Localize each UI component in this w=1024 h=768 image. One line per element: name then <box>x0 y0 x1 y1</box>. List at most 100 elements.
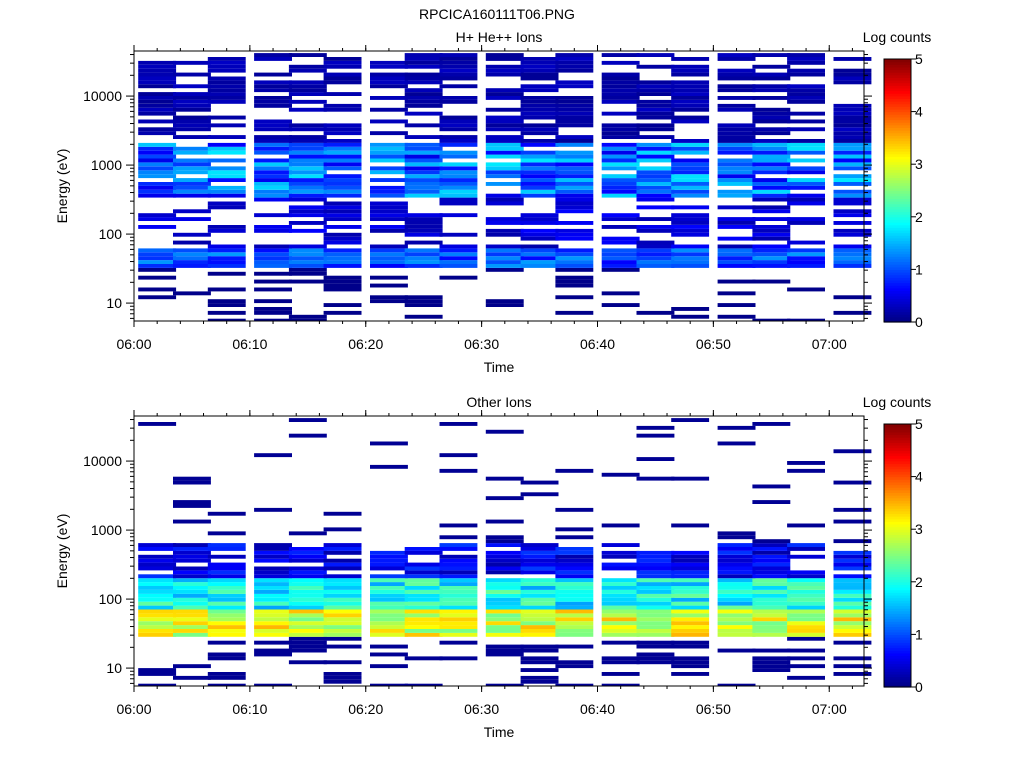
colorbar-segment <box>884 293 911 297</box>
x-tick-label: 06:20 <box>348 336 383 352</box>
colorbar-segment <box>884 193 911 197</box>
heatmap-cell <box>138 264 177 268</box>
heatmap-cell <box>323 64 362 69</box>
heatmap-cell <box>752 570 791 575</box>
heatmap-cell <box>323 675 362 680</box>
heatmap-cell <box>404 99 443 104</box>
heatmap-cell <box>138 142 177 147</box>
heatmap-cell <box>439 252 478 257</box>
heatmap-cell <box>555 260 594 264</box>
heatmap-cell <box>717 96 756 100</box>
heatmap-cell <box>485 154 524 159</box>
heatmap-cell <box>752 166 791 171</box>
colorbar-segment <box>884 518 911 522</box>
x-axis-label: Time <box>484 359 515 375</box>
heatmap-cell <box>671 260 710 264</box>
heatmap-cell <box>138 248 177 253</box>
heatmap-cell <box>439 142 478 147</box>
heatmap-cell <box>138 605 177 610</box>
heatmap-cell <box>207 68 246 73</box>
heatmap-cells <box>138 53 872 321</box>
heatmap-cell <box>833 256 872 261</box>
heatmap-cell <box>138 252 177 257</box>
colorbar-segment <box>884 174 911 178</box>
heatmap-cell <box>601 601 640 606</box>
heatmap-cell <box>752 96 791 100</box>
heatmap-cell <box>671 601 710 606</box>
heatmap-cell <box>752 111 791 116</box>
heatmap-cell <box>370 554 408 559</box>
heatmap-cell <box>254 586 292 590</box>
heatmap-cell <box>555 283 594 288</box>
heatmap-cell <box>207 142 246 147</box>
heatmap-cell <box>370 248 408 253</box>
heatmap-cell <box>833 72 872 77</box>
colorbar-segment <box>884 266 911 270</box>
heatmap-cell <box>833 193 872 198</box>
heatmap-cell <box>485 586 524 590</box>
heatmap-cell <box>833 609 872 614</box>
heatmap-cell <box>207 228 246 233</box>
heatmap-cell <box>323 225 362 229</box>
heatmap-cell <box>485 115 524 120</box>
heatmap-cell <box>323 131 362 136</box>
heatmap-cell <box>138 154 177 159</box>
heatmap-cell <box>288 566 327 571</box>
colorbar-segment <box>884 114 911 118</box>
heatmap-cell <box>207 287 246 292</box>
heatmap-cell <box>555 123 594 128</box>
heatmap-cell <box>717 550 756 555</box>
heatmap-cell <box>138 60 177 65</box>
heatmap-cell <box>323 150 362 155</box>
heatmap-cell <box>671 150 710 155</box>
colorbar-segment <box>884 637 911 641</box>
heatmap-cell <box>833 578 872 583</box>
heatmap-cell <box>601 593 640 598</box>
heatmap-cell <box>520 162 559 167</box>
heatmap-cell <box>370 107 408 112</box>
heatmap-cell <box>207 264 246 268</box>
heatmap-cell <box>138 558 177 563</box>
heatmap-cell <box>254 197 292 202</box>
heatmap-cell <box>288 135 327 139</box>
heatmap-cell <box>485 496 524 501</box>
heatmap-cell <box>787 461 825 465</box>
heatmap-cell <box>485 644 524 649</box>
heatmap-cell <box>752 566 791 571</box>
heatmap-cell <box>207 205 246 210</box>
heatmap-cell <box>138 267 177 272</box>
colorbar-segment <box>884 629 911 633</box>
colorbar-segment <box>884 122 911 126</box>
heatmap-cell <box>717 217 756 221</box>
heatmap-cell <box>173 119 211 124</box>
heatmap-cell <box>485 429 524 434</box>
heatmap-cell <box>173 629 211 633</box>
heatmap-cell <box>370 142 408 147</box>
heatmap-cell <box>370 597 408 602</box>
heatmap-cell <box>636 225 675 229</box>
heatmap-cell <box>404 582 443 586</box>
heatmap-cell <box>370 80 408 85</box>
heatmap-cell <box>288 574 327 579</box>
heatmap-cell <box>485 146 524 151</box>
colorbar-segment <box>884 77 911 81</box>
heatmap-cell <box>555 57 594 61</box>
colorbar-segment <box>884 264 911 268</box>
heatmap-cell <box>173 291 211 296</box>
colorbar-segment <box>884 258 911 263</box>
colorbar-segment <box>884 106 911 110</box>
heatmap-cell <box>173 480 211 485</box>
heatmap-cell <box>485 554 524 559</box>
heatmap-cell <box>752 484 791 489</box>
heatmap-cell <box>370 264 408 268</box>
heatmap-cell <box>370 170 408 175</box>
heatmap-cell <box>717 182 756 186</box>
heatmap-cell <box>717 139 756 143</box>
heatmap-cell <box>207 271 246 276</box>
heatmap-cell <box>404 256 443 261</box>
heatmap-cell <box>601 609 640 614</box>
colorbar-segment <box>884 95 911 100</box>
colorbar-segment <box>884 621 911 625</box>
colorbar-segment <box>884 232 911 236</box>
